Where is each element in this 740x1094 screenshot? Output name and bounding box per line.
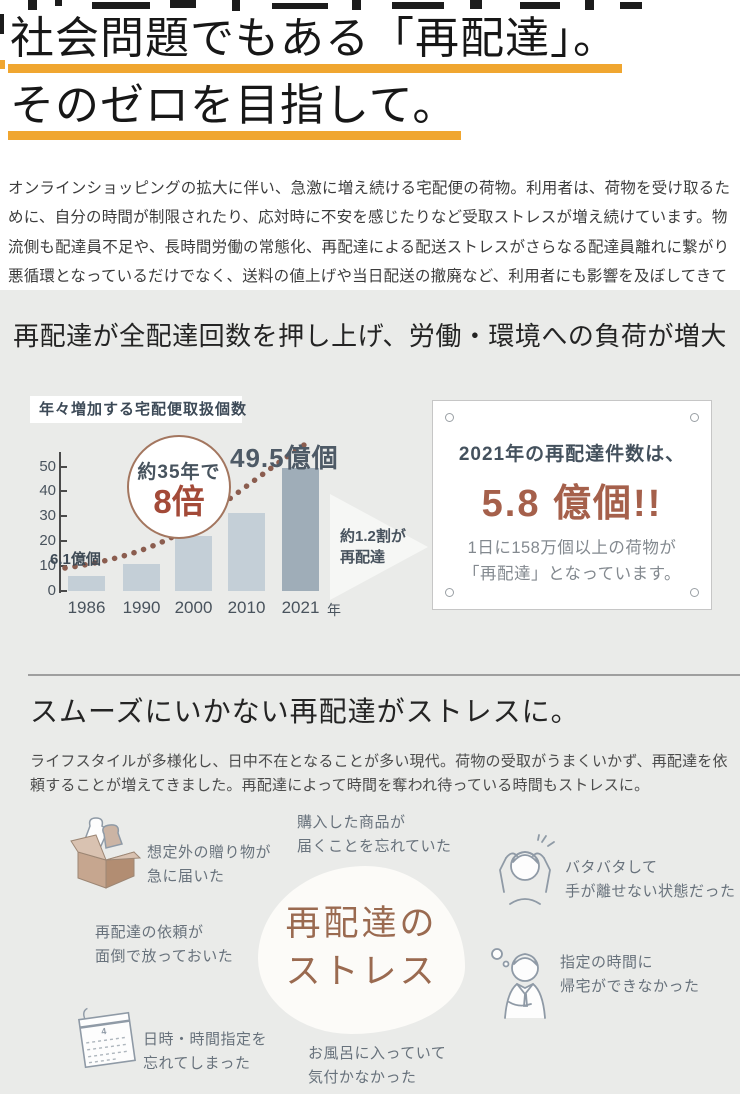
- y-tick-label: 40: [39, 482, 56, 500]
- redelivery-share-label: 約1.2割が 再配達: [340, 526, 406, 568]
- redelivery-stat-card: 2021年の再配達件数は、 5.8 億個!! 1日に158万個以上の荷物が 「再…: [432, 400, 712, 610]
- x-tick-label: 1986: [67, 598, 106, 617]
- late-person-icon: [491, 948, 546, 1019]
- flustered-person-icon: [499, 834, 555, 905]
- stress-item: お風呂に入っていて 気付かなかった: [308, 1042, 446, 1090]
- card-detail-line1: 1日に158万個以上の荷物が: [467, 539, 677, 557]
- stress-item: バタバタして 手が離せない状態だった: [565, 856, 736, 904]
- x-axis-unit: 年: [327, 602, 341, 618]
- stress-item-line2: 面倒で放っておいた: [95, 948, 234, 965]
- x-tick-label: 2010: [227, 598, 266, 617]
- stress-item-line2: 帰宅ができなかった: [560, 978, 700, 995]
- stress-section-paragraph: ライフスタイルが多様化し、日中不在となることが多い現代。荷物の受取がうまくいかず…: [30, 753, 728, 794]
- stress-item-line1: 再配達の依頼が: [95, 924, 204, 941]
- stress-item-line1: 日時・時間指定を: [143, 1031, 268, 1048]
- y-tick: [61, 490, 67, 493]
- y-tick-label: 10: [39, 557, 56, 575]
- x-tick-label: 2000: [174, 598, 213, 617]
- stress-item-line1: お風呂に入っていて: [308, 1045, 447, 1062]
- x-tick-label: 2021: [281, 598, 320, 617]
- card-pin-icon: [445, 413, 454, 422]
- peak-value-label: 49.5億個: [230, 443, 339, 473]
- svg-text:4: 4: [101, 1026, 107, 1037]
- y-tick-label: 20: [39, 532, 56, 550]
- section-divider: [28, 674, 740, 676]
- gift-box-icon: [70, 817, 142, 889]
- stress-item-line2: 忘れてしまった: [143, 1055, 251, 1072]
- stress-section-heading: スムーズにいかない再配達がストレスに。: [30, 696, 580, 727]
- stat-section-heading: 再配達が全配達回数を押し上げ、労働・環境への負荷が増大: [13, 321, 727, 351]
- chart-title: 年々増加する宅配便取扱個数: [30, 396, 246, 423]
- page-title-line1: 社会問題でもある「再配達」。: [8, 14, 622, 74]
- stress-item-line1: 購入した商品が: [297, 814, 406, 831]
- badge-line1: 約35年で: [137, 462, 221, 483]
- card-intro-text: 2021年の再配達件数は、: [458, 444, 686, 465]
- stress-item: 日時・時間指定を 忘れてしまった: [143, 1028, 267, 1076]
- badge-line2: 8倍: [153, 483, 205, 520]
- card-pin-icon: [445, 588, 454, 597]
- stress-item: 想定外の贈り物が 急に届いた: [147, 841, 271, 889]
- stat-and-stress-section: 再配達が全配達回数を押し上げ、労働・環境への負荷が増大 年々増加する宅配便取扱個…: [0, 290, 740, 1094]
- stress-item: 購入した商品が 届くことを忘れていた: [297, 811, 452, 859]
- redelivery-share-line1: 約1.2割が: [340, 528, 406, 545]
- y-axis-line: [59, 452, 61, 593]
- calendar-icon: 4: [77, 1007, 137, 1069]
- card-detail-line2: 「再配達」となっています。: [462, 565, 682, 583]
- card-pin-icon: [690, 588, 699, 597]
- stress-center-bubble: 再配達の ストレス: [258, 866, 465, 1034]
- bar-2010: [228, 513, 265, 591]
- bar-1990: [123, 564, 160, 591]
- hero-section: 社会問題でもある「再配達」。 そのゼロを目指して。 オンラインショッピングの拡大…: [0, 0, 740, 315]
- card-detail-text: 1日に158万個以上の荷物が 「再配達」となっています。: [433, 535, 711, 587]
- stress-item-line2: 気付かなかった: [308, 1069, 417, 1086]
- redelivery-share-line2: 再配達: [340, 549, 386, 566]
- parcel-volume-bar-chart: 0 10 20 30 40 50 1986 1990 2000 2010 2021 年 約35年で…: [30, 430, 442, 630]
- card-pin-icon: [690, 413, 699, 422]
- stress-item: 指定の時間に 帰宅ができなかった: [560, 951, 700, 999]
- stress-item: 再配達の依頼が 面倒で放っておいた: [95, 921, 233, 969]
- y-tick-label: 0: [47, 582, 56, 599]
- y-tick: [61, 515, 67, 518]
- stress-item-line2: 手が離せない状態だった: [565, 883, 736, 900]
- y-tick-label: 30: [39, 507, 56, 525]
- card-big-number: 5.8 億個!!: [481, 483, 663, 525]
- x-tick-label: 1990: [122, 598, 161, 617]
- y-tick: [61, 540, 67, 543]
- growth-badge: 約35年で 8倍: [127, 435, 231, 539]
- redelivery-share-arrow: [330, 494, 428, 600]
- stress-center-line2: ストレス: [285, 952, 438, 991]
- stress-item-line2: 届くことを忘れていた: [297, 838, 452, 855]
- stress-center-line1: 再配達の: [285, 904, 438, 943]
- bar-1986: [68, 576, 105, 591]
- stress-item-line1: 指定の時間に: [560, 954, 654, 971]
- y-tick-label: 50: [39, 457, 56, 475]
- stress-item-line2: 急に届いた: [147, 868, 225, 885]
- y-tick: [61, 465, 67, 468]
- y-tick: [61, 590, 67, 592]
- stress-item-line1: 想定外の贈り物が: [147, 844, 272, 861]
- page-title-line2: そのゼロを目指して。: [8, 81, 462, 141]
- first-value-label: 6.1億個: [50, 551, 101, 568]
- bar-2021: [282, 468, 319, 591]
- stress-item-line1: バタバタして: [565, 859, 658, 876]
- bar-2000: [175, 536, 212, 591]
